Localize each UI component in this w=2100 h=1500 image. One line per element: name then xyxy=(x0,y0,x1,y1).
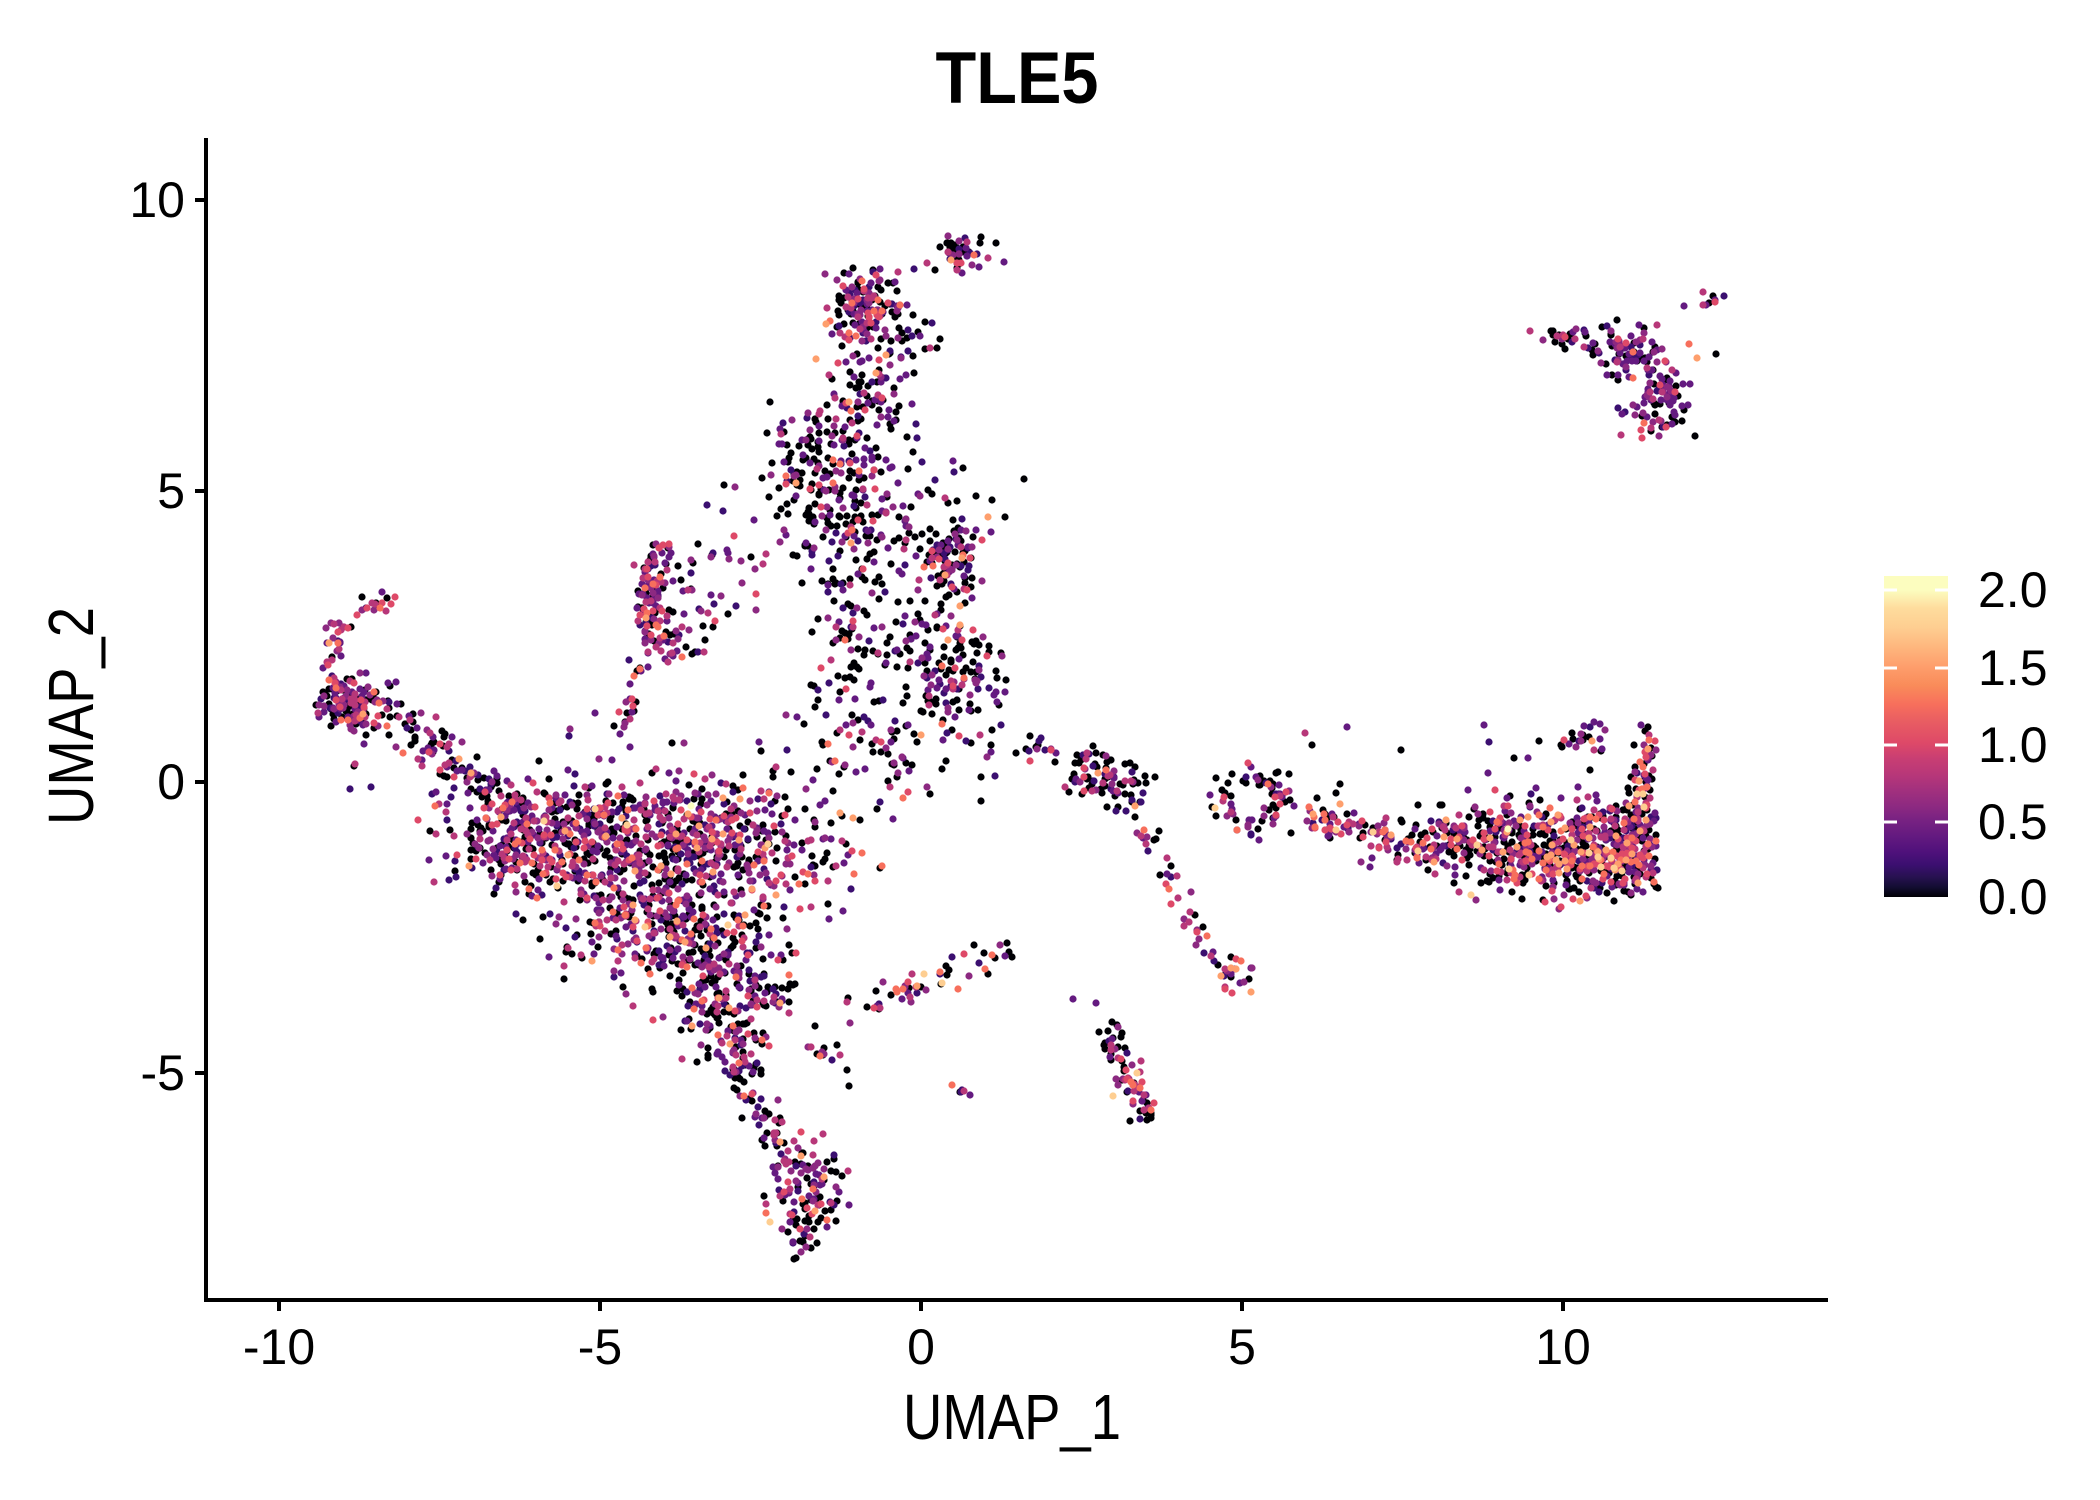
svg-text:UMAP_1: UMAP_1 xyxy=(903,1381,1121,1453)
svg-text:0.5: 0.5 xyxy=(1978,794,2048,850)
svg-text:-10: -10 xyxy=(243,1319,315,1375)
svg-text:0: 0 xyxy=(157,754,185,810)
svg-text:TLE5: TLE5 xyxy=(936,38,1099,119)
svg-text:0: 0 xyxy=(907,1319,935,1375)
svg-text:5: 5 xyxy=(157,463,185,519)
svg-text:0.0: 0.0 xyxy=(1978,869,2048,925)
svg-text:5: 5 xyxy=(1228,1319,1256,1375)
svg-text:-5: -5 xyxy=(578,1319,622,1375)
svg-text:-5: -5 xyxy=(141,1045,185,1101)
svg-text:UMAP_2: UMAP_2 xyxy=(35,607,107,825)
svg-text:1.5: 1.5 xyxy=(1978,640,2048,696)
svg-text:1.0: 1.0 xyxy=(1978,717,2048,773)
svg-text:10: 10 xyxy=(129,172,185,228)
svg-text:10: 10 xyxy=(1535,1319,1591,1375)
svg-text:2.0: 2.0 xyxy=(1978,562,2048,618)
